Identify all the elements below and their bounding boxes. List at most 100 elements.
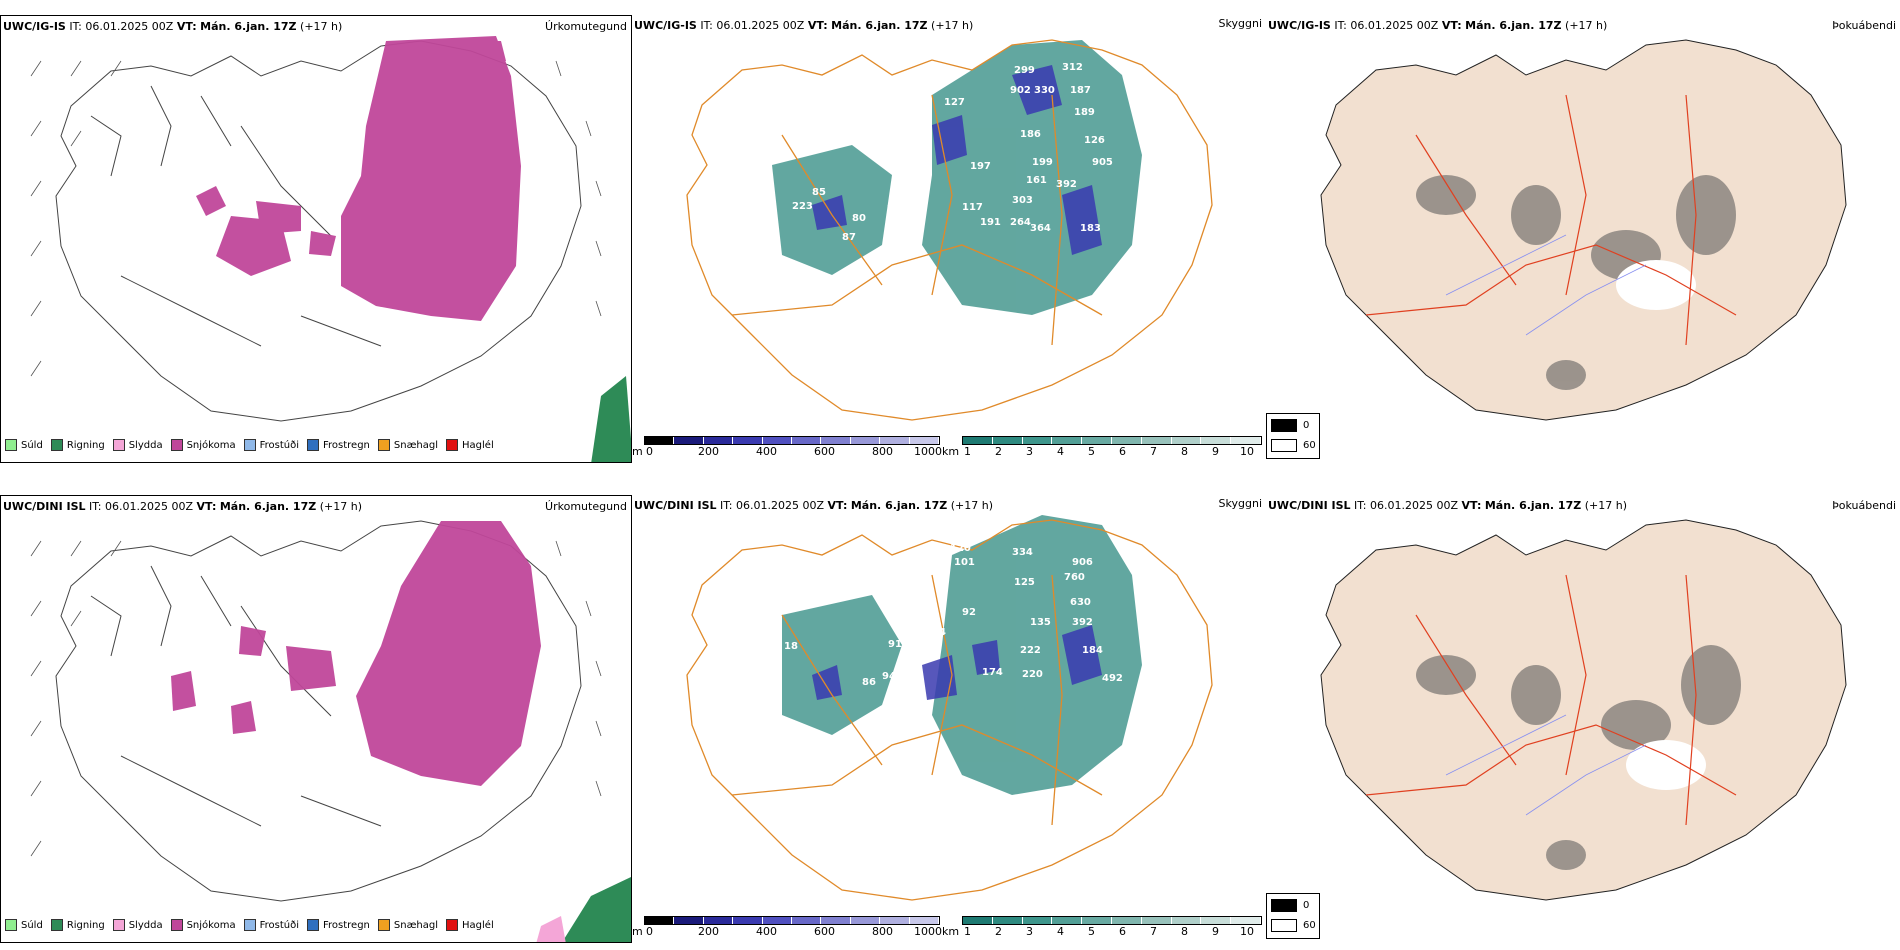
height-colorbar-top: m 0 200 400 600 800 1000 [632, 436, 942, 462]
visibility-value-label: 91 [888, 639, 902, 650]
visibility-value-label: 126 [1084, 135, 1105, 146]
legend-item: Frostregn [307, 919, 370, 931]
visibility-value-label: 117 [962, 202, 983, 213]
visibility-map-top: 299 312 902 330 187 127 426 189 186 126 102 199 905 1… [686, 39, 1213, 421]
visibility-value-label: 161 [1026, 175, 1047, 186]
colorbar-segment [1231, 437, 1261, 444]
colorbar-segment [909, 917, 940, 924]
colorbar-segment [880, 437, 910, 444]
colorbar-segment [850, 917, 881, 924]
visibility-value-label: 902 [1010, 85, 1031, 96]
panel-title: UWC/DINI ISL IT: 06.01.2025 00Z VT: Mán.… [634, 499, 993, 512]
visibility-value-label: 303 [1012, 195, 1033, 206]
colorbar-segment [880, 917, 910, 924]
visibility-map-bottom: 334 906 760 198 120 101 125 630 92 135 392 14 91 222 1… [686, 515, 1213, 901]
visibility-value-label: 94 [887, 203, 901, 214]
visibility-value-label: 13 [912, 175, 926, 186]
colorbar-segment [1082, 917, 1112, 924]
colorbar-segment [1052, 437, 1083, 444]
precip-panel-bottom: UWC/DINI ISL IT: 06.01.2025 00Z VT: Mán.… [0, 495, 632, 943]
visibility-value-label: 223 [792, 201, 813, 212]
iceland-outline [55, 40, 582, 422]
colorbar-segment [963, 437, 993, 444]
visibility-value-label: 125 [1014, 577, 1035, 588]
colorbar-segment [1111, 437, 1142, 444]
visibility-value-label: 18 [784, 641, 798, 652]
legend-item: Rigning [50, 919, 105, 931]
visibility-value-label: 220 [1022, 669, 1043, 680]
colorbar-segment [821, 917, 851, 924]
precip-map-bottom [30, 520, 631, 942]
colorbar-segment [850, 437, 881, 444]
panel-title: UWC/IG-IS IT: 06.01.2025 00Z VT: Mán. 6.… [1268, 19, 1608, 32]
panel-title: UWC/DINI ISL IT: 06.01.2025 00Z VT: Mán.… [1268, 499, 1627, 512]
panel-title: UWC/DINI ISL IT: 06.01.2025 00Z VT: Mán.… [3, 500, 362, 513]
visibility-colorbar-bottom: km 1 2 3 4 5 6 7 8 9 10 [942, 916, 1264, 942]
panel-type-label: Úrkomutegund [545, 500, 627, 513]
legend-item: Haglél [446, 919, 494, 931]
panel-type-label: Skyggni [1218, 497, 1262, 510]
colorbar-segment [792, 437, 822, 444]
legend-item: Súld [5, 439, 43, 451]
colorbar-segment [821, 437, 851, 444]
visibility-value-label: 199 [1032, 157, 1053, 168]
visibility-value-label: 198 [882, 555, 903, 566]
precip-legend: Súld Rigning Slydda Snjókoma Frostúði Fr… [5, 439, 494, 451]
precip-map-top [30, 36, 631, 462]
legend-item: Snæhagl [377, 439, 438, 451]
colorbar-segment [1022, 917, 1053, 924]
visibility-value-label: 86 [862, 677, 876, 688]
visibility-value-label: 191 [980, 217, 1001, 228]
visibility-value-label: 492 [1102, 673, 1123, 684]
colorbar-segment [645, 437, 675, 444]
colorbar-segment [762, 917, 793, 924]
visibility-value-label: 87 [842, 232, 856, 243]
fog-map-bottom [1320, 519, 1847, 901]
visibility-value-label: 102 [894, 155, 915, 166]
legend-item: Snjókoma [170, 439, 236, 451]
height-colorbar-bottom: m 0 200 400 600 800 1000 [632, 916, 942, 942]
colorbar-segment [909, 437, 940, 444]
colorbar-segment [1231, 917, 1261, 924]
colorbar-segment [703, 917, 734, 924]
precip-legend: Súld Rigning Slydda Snjókoma Frostúði Fr… [5, 919, 494, 931]
visibility-value-label: 187 [1070, 85, 1091, 96]
visibility-value-label: 264 [1010, 217, 1031, 228]
colorbar-segment [1052, 917, 1083, 924]
colorbar-segment [792, 917, 822, 924]
legend-item: Súld [5, 919, 43, 931]
panel-type-label: Skyggni [1218, 17, 1262, 30]
visibility-value-label: 905 [1092, 157, 1113, 168]
colorbar-segment [1141, 917, 1172, 924]
panel-type-label: Þokuábendi [1832, 19, 1896, 32]
visibility-value-label: 364 [1030, 223, 1051, 234]
fog-legend-bottom: 0 60 [1266, 893, 1320, 939]
colorbar-segment [733, 437, 763, 444]
visibility-value-label: 184 [1082, 645, 1103, 656]
visibility-value-label: 330 [1034, 85, 1055, 96]
visibility-value-label: 135 [1030, 617, 1051, 628]
colorbar-segment [703, 437, 734, 444]
legend-item: Snæhagl [377, 919, 438, 931]
fog-map-top [1320, 39, 1847, 421]
visibility-value-label: 906 [1072, 557, 1093, 568]
visibility-value-label: 101 [954, 557, 975, 568]
visibility-value-label: 174 [982, 667, 1003, 678]
visibility-value-label: 186 [1020, 129, 1041, 140]
fog-legend-top: 0 60 [1266, 413, 1320, 459]
colorbar-segment [733, 917, 763, 924]
visibility-panel-top: 299 312 902 330 187 127 426 189 186 126 102 199 905 1… [632, 15, 1266, 463]
colorbar-segment [992, 917, 1023, 924]
visibility-value-label: 127 [944, 97, 965, 108]
colorbar-segment [1111, 917, 1142, 924]
panel-type-label: Úrkomutegund [545, 20, 627, 33]
colorbar-segment [674, 437, 704, 444]
legend-item: Slydda [112, 919, 163, 931]
visibility-value-label: 189 [1074, 107, 1095, 118]
panel-title: UWC/IG-IS IT: 06.01.2025 00Z VT: Mán. 6.… [634, 19, 974, 32]
visibility-value-label: 14 [932, 627, 946, 638]
visibility-value-label: 120 [950, 543, 971, 554]
colorbar-segment [1201, 917, 1232, 924]
visibility-value-label: 197 [970, 161, 991, 172]
panel-title: UWC/IG-IS IT: 06.01.2025 00Z VT: Mán. 6.… [3, 20, 343, 33]
